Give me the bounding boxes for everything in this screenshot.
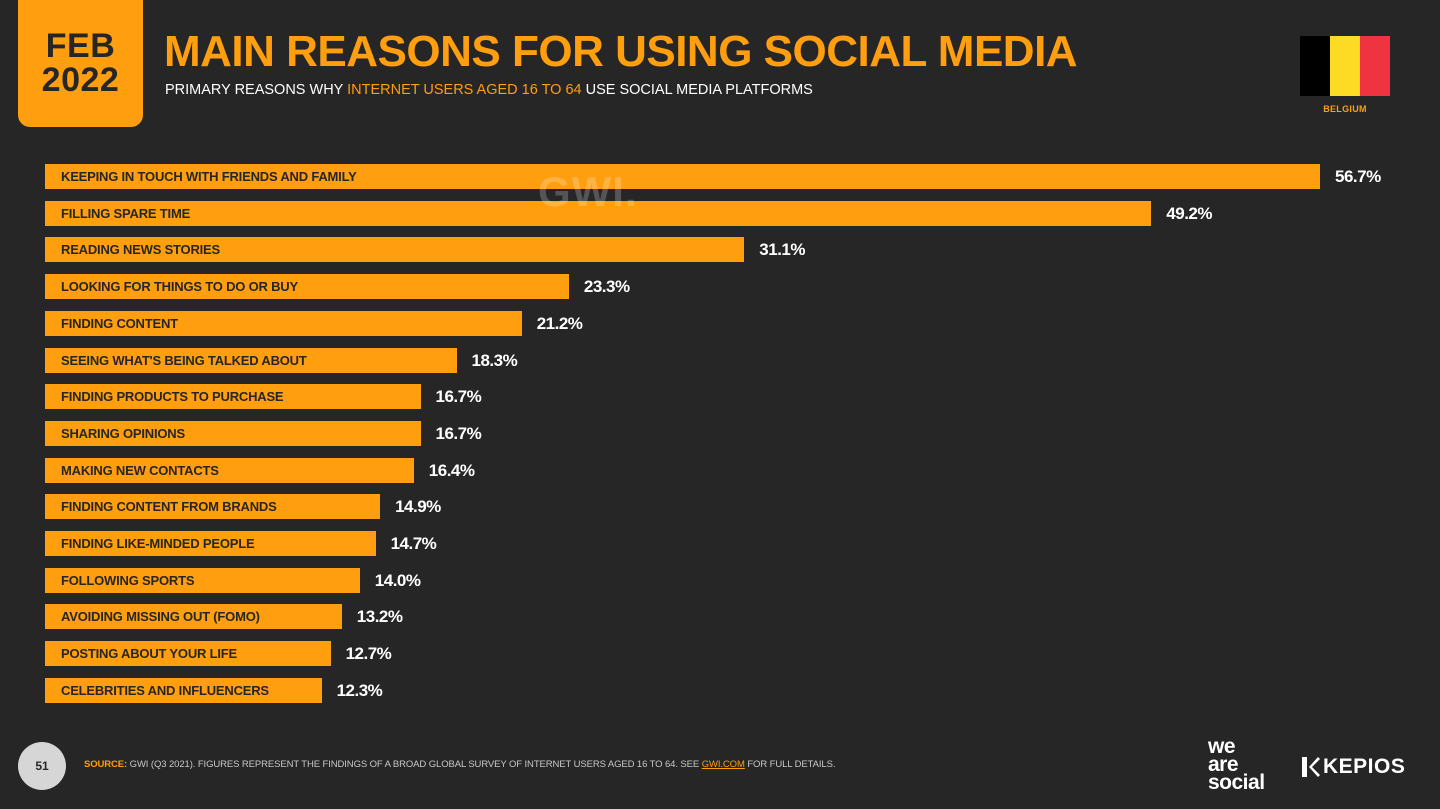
bar: MAKING NEW CONTACTS xyxy=(45,458,414,483)
kepios-mark-icon xyxy=(1302,757,1320,777)
kepios-text: KEPIOS xyxy=(1323,755,1406,778)
belgium-flag-icon xyxy=(1300,36,1390,96)
bar: FINDING LIKE-MINDED PEOPLE xyxy=(45,531,376,556)
bar-label: SHARING OPINIONS xyxy=(61,426,185,441)
logo-line-are: are xyxy=(1208,753,1239,776)
flag-stripe-black xyxy=(1300,36,1330,96)
page-title: MAIN REASONS FOR USING SOCIAL MEDIA xyxy=(164,27,1078,76)
bar-value-label: 12.7% xyxy=(345,644,392,663)
bar-value-label: 23.3% xyxy=(583,277,630,296)
bar: FINDING CONTENT xyxy=(45,311,522,336)
bar-label: FINDING LIKE-MINDED PEOPLE xyxy=(61,536,255,551)
source-key: SOURCE: xyxy=(84,759,128,770)
we-are-social-logo: we are social xyxy=(1208,735,1265,794)
source-link[interactable]: GWI.COM xyxy=(701,759,745,770)
bar: LOOKING FOR THINGS TO DO OR BUY xyxy=(45,274,569,299)
flag-stripe-yellow xyxy=(1330,36,1360,96)
bar-value-label: 18.3% xyxy=(471,351,518,370)
bar-label: LOOKING FOR THINGS TO DO OR BUY xyxy=(61,279,298,294)
bar-label: FINDING PRODUCTS TO PURCHASE xyxy=(61,389,284,404)
subtitle-prefix: PRIMARY REASONS WHY xyxy=(165,82,348,98)
bar-label: FINDING CONTENT FROM BRANDS xyxy=(61,499,277,514)
bar: READING NEWS STORIES xyxy=(45,237,745,262)
date-year: 2022 xyxy=(41,60,120,99)
bar: FOLLOWING SPORTS xyxy=(45,568,360,593)
subtitle-highlight: INTERNET USERS AGED 16 TO 64 xyxy=(347,82,582,98)
bar-value-label: 16.4% xyxy=(428,461,475,480)
bar-label: READING NEWS STORIES xyxy=(61,242,221,257)
subtitle-suffix: USE SOCIAL MEDIA PLATFORMS xyxy=(581,82,813,98)
bar-value-label: 31.1% xyxy=(759,240,805,259)
bar-label: KEEPING IN TOUCH WITH FRIENDS AND FAMILY xyxy=(61,169,357,184)
flag-stripe-red xyxy=(1360,36,1390,96)
logo-line-social: social xyxy=(1208,771,1265,794)
kepios-logo: KEPIOS xyxy=(1302,755,1405,779)
bar-value-label: 16.7% xyxy=(435,387,482,406)
bar-label: SEEING WHAT'S BEING TALKED ABOUT xyxy=(61,353,307,368)
bar-value-label: 14.7% xyxy=(390,534,437,553)
bar: POSTING ABOUT YOUR LIFE xyxy=(45,641,331,666)
bar-value-label: 14.0% xyxy=(374,571,421,590)
bar: KEEPING IN TOUCH WITH FRIENDS AND FAMILY xyxy=(45,164,1320,189)
source-text: GWI (Q3 2021). FIGURES REPRESENT THE FIN… xyxy=(127,759,702,770)
bar-label: FOLLOWING SPORTS xyxy=(61,573,195,588)
bar-label: POSTING ABOUT YOUR LIFE xyxy=(61,646,237,661)
bar-value-label: 21.2% xyxy=(536,314,583,333)
bar-value-label: 13.2% xyxy=(356,607,403,626)
bar: SHARING OPINIONS xyxy=(45,421,421,446)
bar: FINDING CONTENT FROM BRANDS xyxy=(45,494,381,519)
country-label: BELGIUM xyxy=(1323,104,1367,114)
date-month: FEB xyxy=(45,26,116,65)
bar-value-label: 12.3% xyxy=(336,681,383,700)
source-tail: FOR FULL DETAILS. xyxy=(744,759,836,770)
bar: CELEBRITIES AND INFLUENCERS xyxy=(45,678,322,703)
bar-label: MAKING NEW CONTACTS xyxy=(61,463,219,478)
bar: FILLING SPARE TIME xyxy=(45,201,1152,226)
bar-value-label: 56.7% xyxy=(1335,167,1381,186)
bar: FINDING PRODUCTS TO PURCHASE xyxy=(45,384,421,409)
logo-line-we: we xyxy=(1208,735,1236,758)
bar-value-label: 16.7% xyxy=(435,424,482,443)
bar-label: FINDING CONTENT xyxy=(61,316,178,331)
bar-value-label: 14.9% xyxy=(395,497,441,516)
date-badge: FEB 2022 xyxy=(18,0,143,127)
bar-label: FILLING SPARE TIME xyxy=(61,206,191,221)
page-subtitle: PRIMARY REASONS WHY INTERNET USERS AGED … xyxy=(165,81,813,99)
source-note: SOURCE: GWI (Q3 2021). FIGURES REPRESENT… xyxy=(84,759,835,771)
bar: SEEING WHAT'S BEING TALKED ABOUT xyxy=(45,348,457,373)
page-number: 51 xyxy=(18,742,66,790)
bar-label: CELEBRITIES AND INFLUENCERS xyxy=(61,683,269,698)
bar: AVOIDING MISSING OUT (FOMO) xyxy=(45,604,342,629)
bar-label: AVOIDING MISSING OUT (FOMO) xyxy=(61,609,260,624)
bar-value-label: 49.2% xyxy=(1166,204,1212,223)
